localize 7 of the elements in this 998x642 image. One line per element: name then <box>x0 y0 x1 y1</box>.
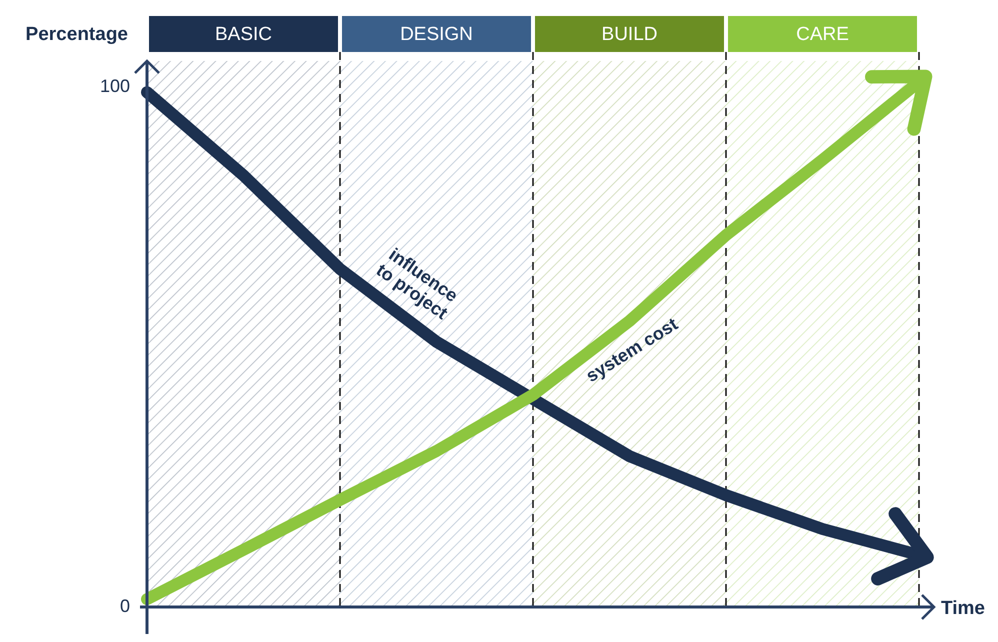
x-axis-title: Time <box>941 598 986 619</box>
y-tick-label: 0 <box>120 596 130 616</box>
y-tick-label: 100 <box>100 76 130 96</box>
hatched-panel: BASIC <box>147 16 340 607</box>
y-axis-title: Percentage <box>26 24 128 45</box>
text: BUILD <box>602 24 658 45</box>
hatched-panel: CARE <box>725 16 920 607</box>
